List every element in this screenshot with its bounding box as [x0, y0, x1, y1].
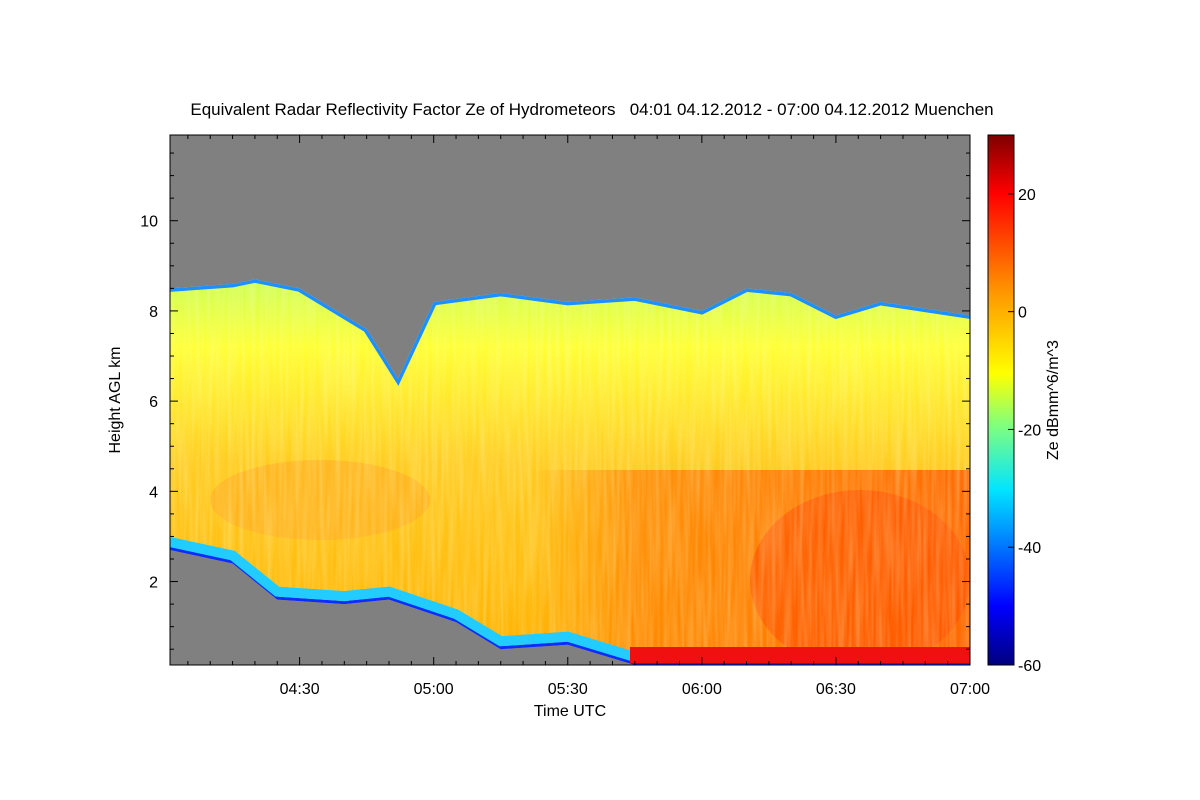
x-tick-label: 04:30 — [280, 681, 320, 698]
y-tick-label: 4 — [149, 484, 158, 501]
colorbar-label: Ze dBmm^6/m^3 — [1045, 340, 1062, 460]
colorbar-tick-label: -60 — [1018, 658, 1041, 675]
x-axis-label: Time UTC — [534, 703, 606, 720]
colorbar-tick-label: -40 — [1018, 540, 1041, 557]
cloud-field — [170, 279, 970, 665]
chart-title: Equivalent Radar Reflectivity Factor Ze … — [190, 100, 993, 119]
y-tick-label: 2 — [149, 575, 158, 592]
colorbar-tick-label: -20 — [1018, 422, 1041, 439]
x-tick-label: 06:30 — [816, 681, 856, 698]
y-tick-label: 8 — [149, 304, 158, 321]
plot-frame — [169, 134, 971, 666]
near-surface-red-band — [630, 647, 970, 663]
colorbar-tick-label: 0 — [1018, 305, 1027, 322]
x-axis: 04:30 05:00 05:30 06:00 06:30 07:00 — [187, 135, 990, 698]
plot-area — [170, 135, 970, 665]
x-tick-label: 07:00 — [950, 681, 990, 698]
colorbar-tick-label: 20 — [1018, 187, 1036, 204]
colorbar-axis: 20 0 -20 -40 -60 — [1008, 187, 1041, 675]
cloud-base-cyan — [170, 537, 970, 662]
x-tick-label: 05:00 — [414, 681, 454, 698]
x-tick-label: 05:30 — [548, 681, 588, 698]
y-tick-label: 6 — [149, 394, 158, 411]
y-axis: 2 4 6 8 10 — [140, 152, 970, 650]
y-axis-label: Height AGL km — [107, 346, 124, 453]
x-tick-label: 06:00 — [682, 681, 722, 698]
y-tick-label: 10 — [140, 214, 158, 231]
colorbar — [987, 134, 1015, 666]
